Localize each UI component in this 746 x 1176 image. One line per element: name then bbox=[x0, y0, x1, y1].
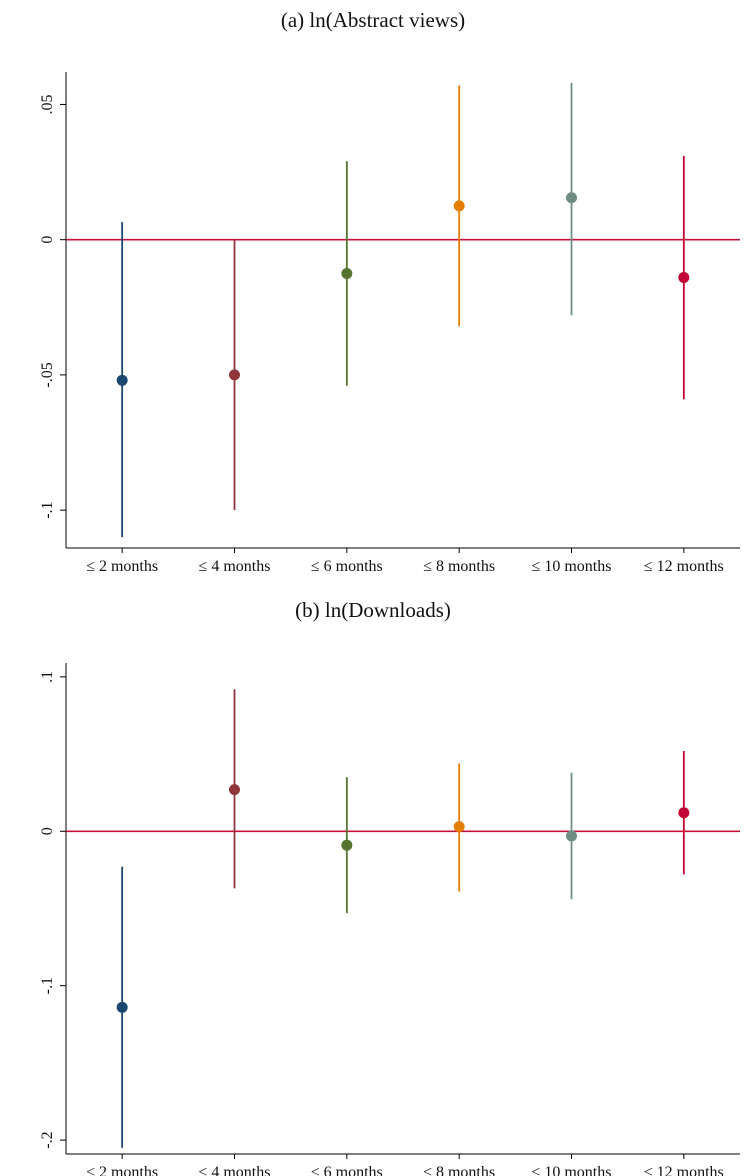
x-tick-label: ≤ 2 months bbox=[86, 1164, 158, 1176]
point-estimate bbox=[229, 784, 240, 796]
x-tick-label: ≤ 8 months bbox=[423, 1164, 495, 1176]
point-estimate bbox=[453, 821, 465, 833]
y-tick-label: .05 bbox=[39, 94, 56, 114]
chart-a-title: (a) ln(Abstract views) bbox=[280, 8, 466, 32]
x-tick-label: ≤ 12 months bbox=[644, 1164, 724, 1176]
point-estimate bbox=[116, 1001, 128, 1013]
point-estimate bbox=[229, 369, 240, 381]
x-tick-label: ≤ 2 months bbox=[86, 558, 158, 575]
point-estimate bbox=[453, 200, 465, 212]
point-estimate bbox=[341, 839, 353, 851]
x-tick-label: ≤ 6 months bbox=[311, 558, 383, 575]
y-tick-label: 0 bbox=[39, 827, 56, 835]
chart-b-title: (b) ln(Downloads) bbox=[295, 598, 451, 622]
point-estimate bbox=[566, 192, 577, 204]
x-tick-label: ≤ 4 months bbox=[199, 558, 271, 575]
point-estimate bbox=[341, 267, 353, 279]
point-estimate bbox=[566, 830, 577, 842]
point-estimate bbox=[678, 807, 690, 819]
x-tick-label: ≤ 10 months bbox=[532, 1164, 612, 1176]
x-tick-label: ≤ 6 months bbox=[311, 1164, 383, 1176]
x-tick-label: ≤ 4 months bbox=[199, 1164, 271, 1176]
x-tick-label: ≤ 12 months bbox=[644, 558, 724, 575]
x-tick-label: ≤ 10 months bbox=[532, 558, 612, 575]
point-estimate bbox=[116, 374, 128, 386]
y-tick-label: -.1 bbox=[39, 977, 56, 994]
y-tick-label: -.05 bbox=[39, 362, 56, 387]
chart-a: .05 0 -.05 -.1 ≤ 2 months ≤ 4 months ≤ 6 month… bbox=[39, 72, 740, 575]
y-tick-label: 0 bbox=[39, 236, 56, 244]
y-tick-label: -.2 bbox=[39, 1131, 56, 1148]
point-estimate bbox=[678, 272, 690, 284]
x-tick-label: ≤ 8 months bbox=[423, 558, 495, 575]
y-tick-label: -.1 bbox=[39, 501, 56, 518]
y-tick-label: .1 bbox=[39, 671, 56, 683]
